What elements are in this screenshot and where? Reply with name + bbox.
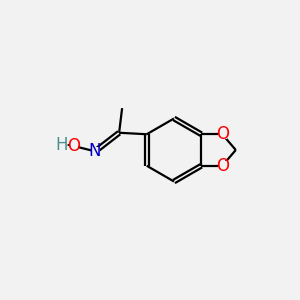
Text: O: O <box>216 125 229 143</box>
Text: N: N <box>89 142 101 160</box>
Bar <box>91 147 100 156</box>
Bar <box>48 139 75 152</box>
Text: H: H <box>55 136 68 155</box>
Text: O: O <box>67 137 80 155</box>
Text: ·: · <box>65 139 70 154</box>
Text: O: O <box>216 157 229 175</box>
Bar <box>218 129 227 139</box>
Bar <box>218 161 227 170</box>
Bar <box>69 141 78 151</box>
